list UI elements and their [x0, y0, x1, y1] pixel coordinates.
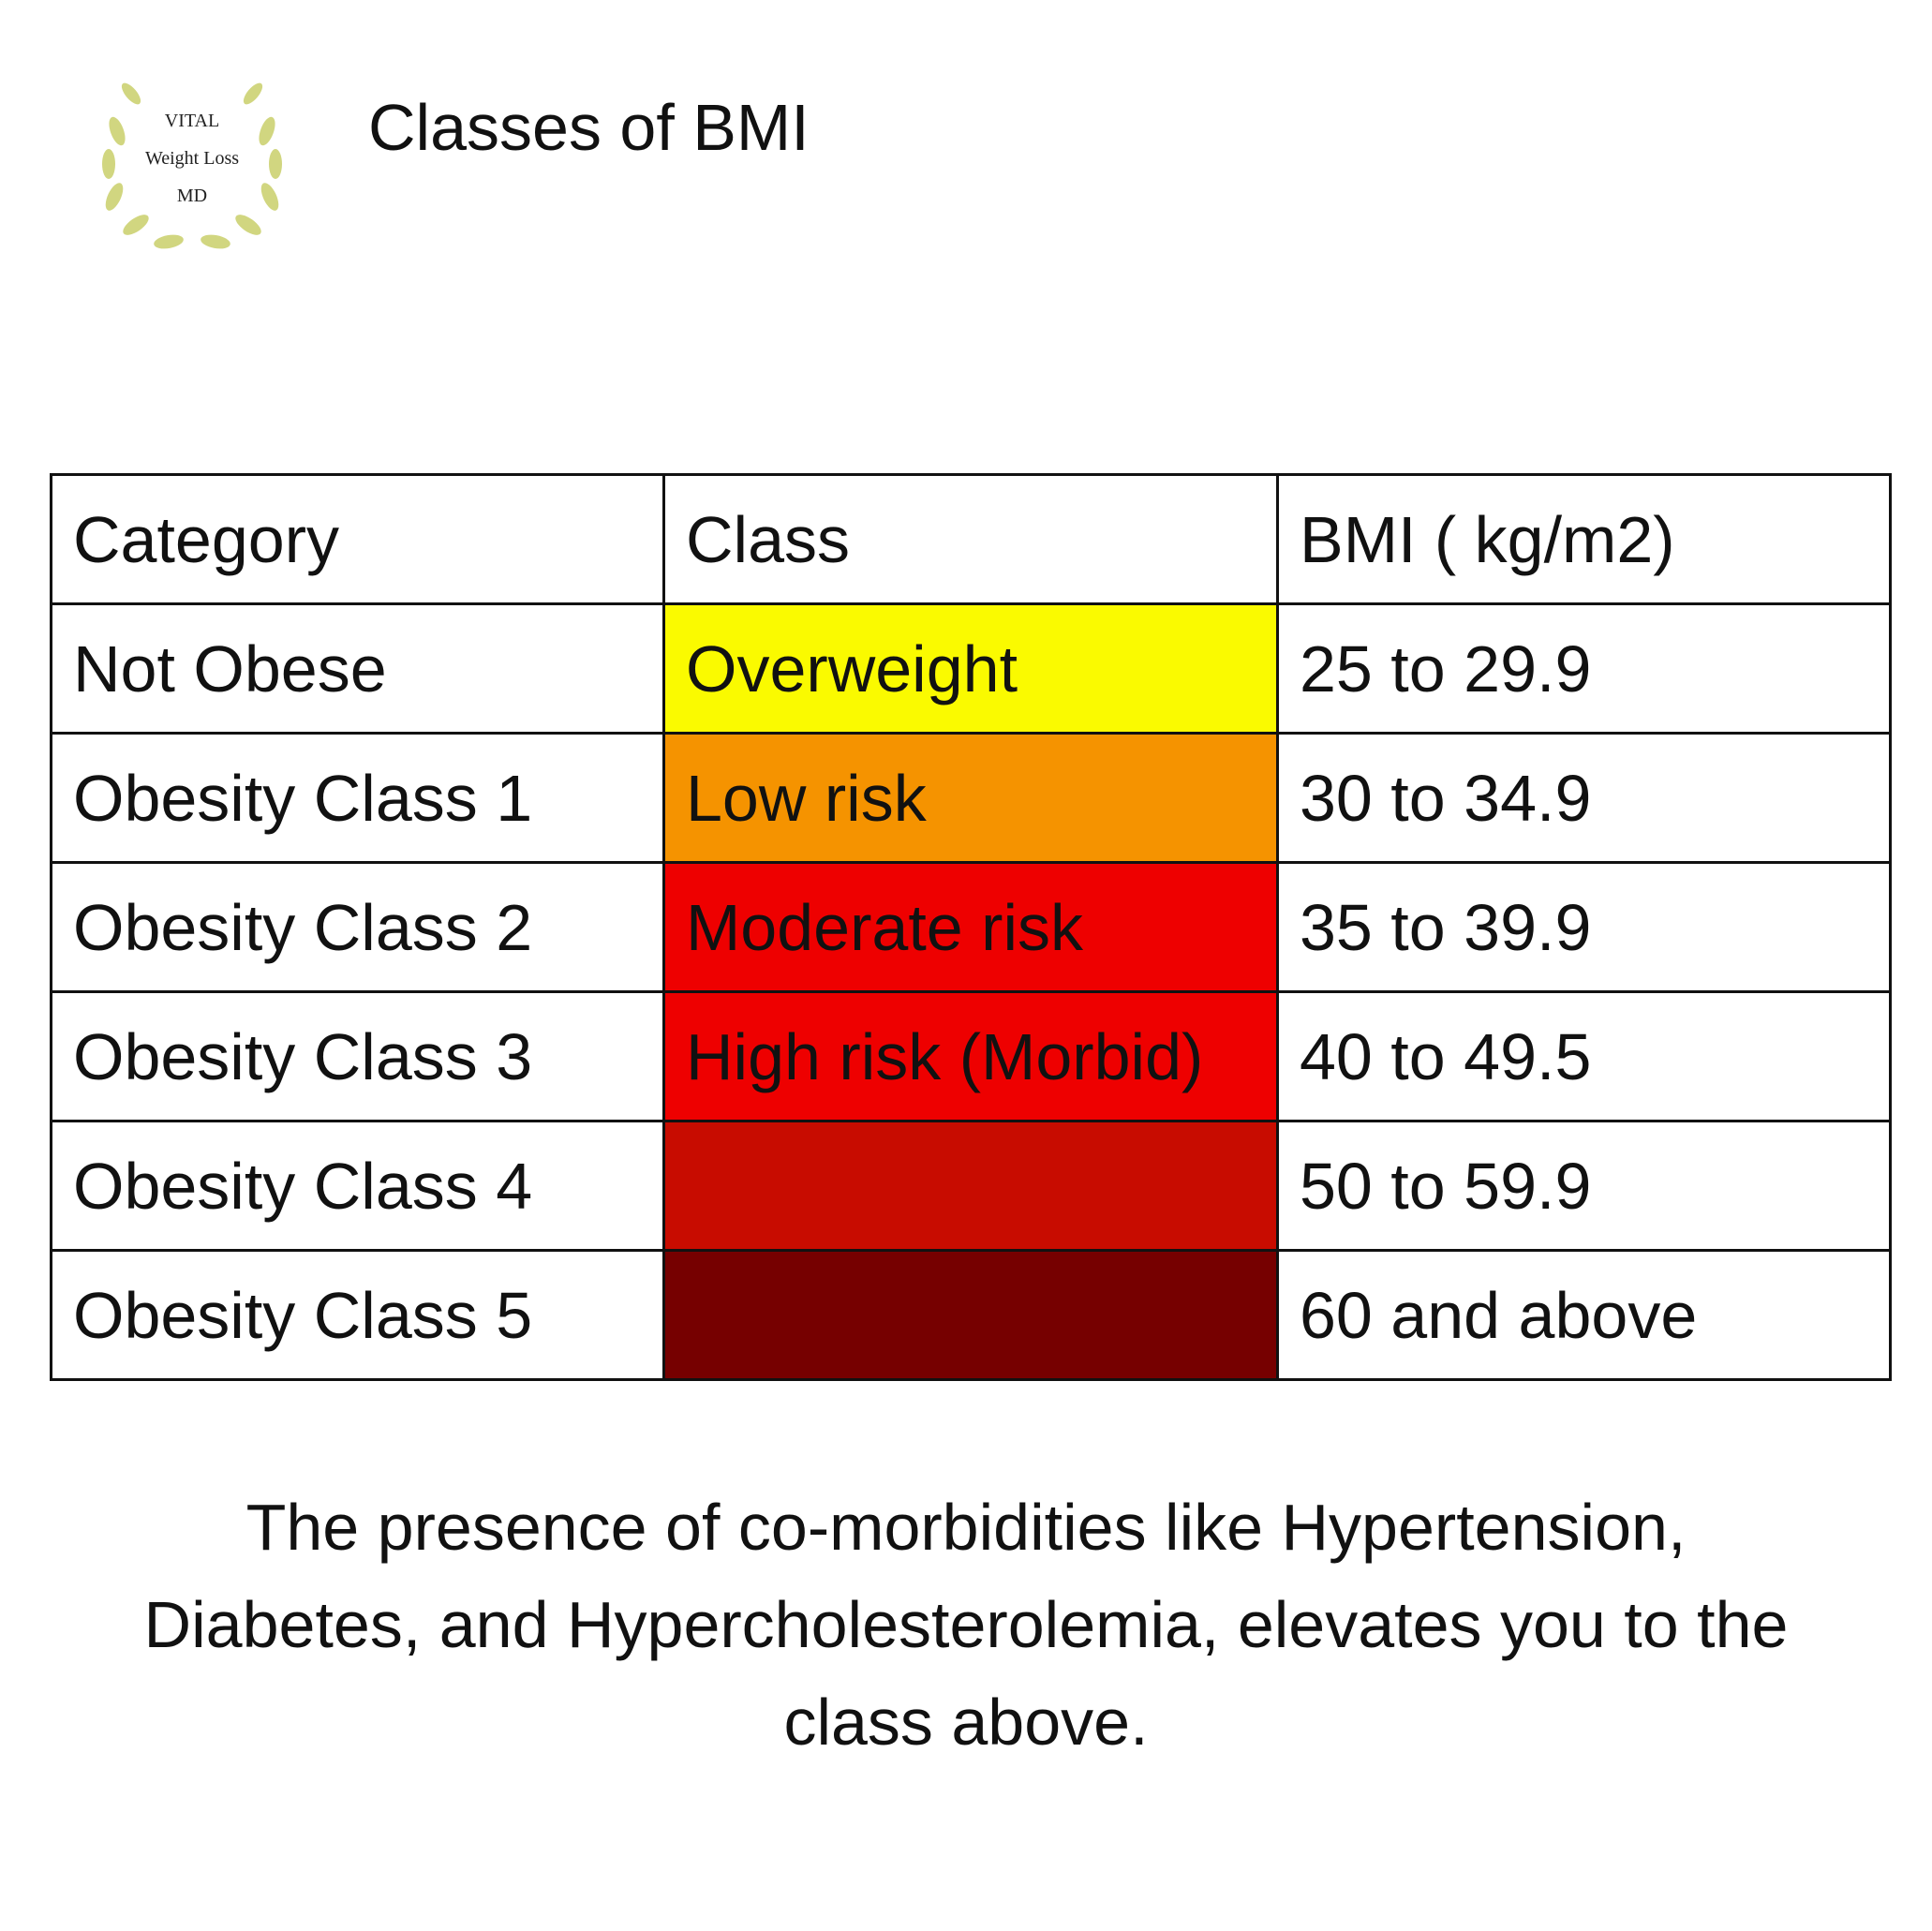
footnote-line: The presence of co-morbidities like Hype…	[245, 1491, 1687, 1564]
category-cell: Obesity Class 4	[50, 1120, 665, 1252]
bmi-cell: 35 to 39.9	[1276, 861, 1892, 993]
class-cell	[662, 1120, 1279, 1252]
class-cell	[662, 1249, 1279, 1381]
logo: VITAL Weight Loss MD	[102, 82, 282, 249]
title: Classes of BMI	[368, 91, 810, 164]
class-cell: Moderate risk	[662, 861, 1279, 993]
bmi-cell: 25 to 29.9	[1276, 602, 1892, 735]
logo-text: MD	[177, 186, 207, 206]
category-cell: Obesity Class 1	[50, 732, 665, 864]
bmi-cell: 50 to 59.9	[1276, 1120, 1892, 1252]
category-cell: Obesity Class 2	[50, 861, 665, 993]
footnote-line: Diabetes, and Hypercholesterolemia, elev…	[143, 1588, 1789, 1661]
bmi-cell: 60 and above	[1276, 1249, 1892, 1381]
header-cell: Category	[50, 473, 665, 605]
header-cell: Class	[662, 473, 1279, 605]
header-cell: BMI ( kg/m2)	[1276, 473, 1892, 605]
class-cell: Overweight	[662, 602, 1279, 735]
bmi-cell: 30 to 34.9	[1276, 732, 1892, 864]
category-cell: Obesity Class 5	[50, 1249, 665, 1381]
category-cell: Obesity Class 3	[50, 990, 665, 1122]
bmi-cell: 40 to 49.5	[1276, 990, 1892, 1122]
logo-text: VITAL	[165, 111, 219, 131]
class-cell: Low risk	[662, 732, 1279, 864]
logo-text: Weight Loss	[145, 148, 239, 169]
class-cell: High risk (Morbid)	[662, 990, 1279, 1122]
category-cell: Not Obese	[50, 602, 665, 735]
footnote-line: class above.	[783, 1686, 1149, 1759]
